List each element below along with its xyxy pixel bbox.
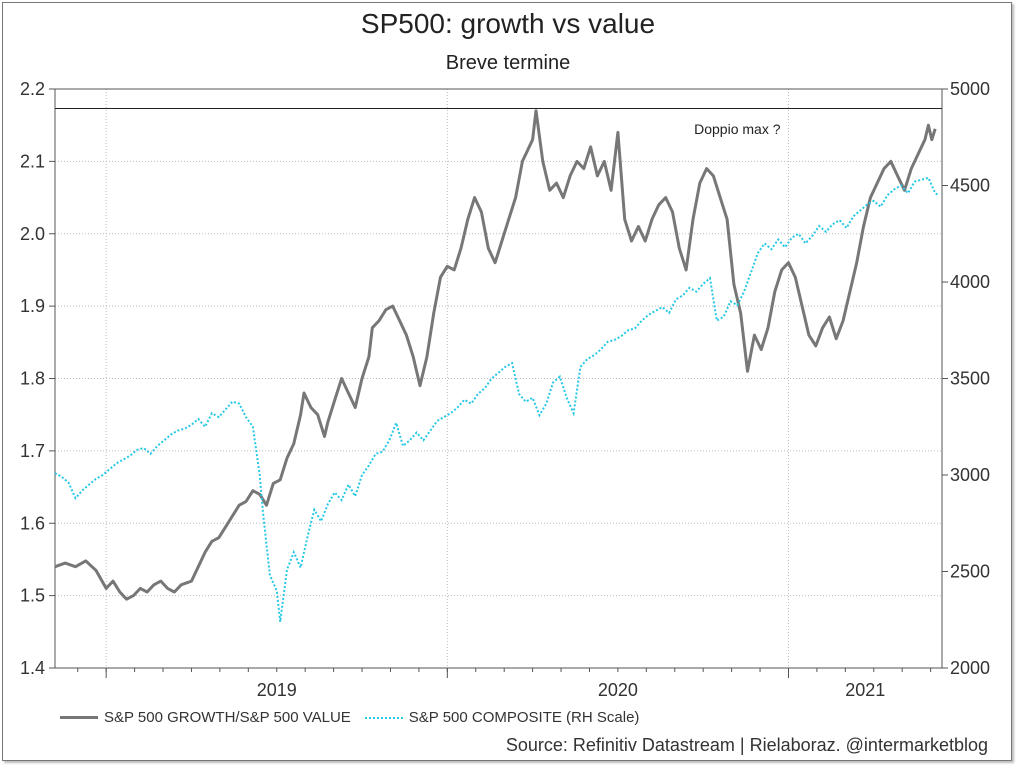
y-right-tick-label: 2500 [950, 562, 990, 582]
chart-subtitle: Breve termine [445, 52, 571, 74]
y-left-tick-label: 1.4 [20, 658, 45, 678]
legend-label-composite: S&P 500 COMPOSITE (RH Scale) [408, 709, 640, 726]
x-tick-label: 2021 [845, 680, 885, 700]
y-right-tick-label: 3000 [950, 465, 990, 485]
series-line-growth-value-ratio [54, 109, 937, 601]
legend-label-ratio: S&P 500 GROWTH/S&P 500 VALUE [104, 709, 351, 726]
plot-area-border [54, 88, 943, 669]
y-right-tick-label: 4500 [950, 176, 990, 196]
x-tick-label: 2019 [257, 680, 297, 700]
y-left-tick-label: 1.9 [20, 296, 45, 316]
y-right-tick-label: 5000 [950, 79, 990, 99]
y-left-tick-label: 2.0 [20, 224, 45, 244]
y-right-tick-label: 2000 [950, 658, 990, 678]
tick-labels: 1.4 1.5 1.6 1.7 1.8 1.9 2.0 2.1 2.2 2000 2500 3000 3… [20, 79, 990, 700]
legend-item-ratio: S&P 500 GROWTH/S&P 500 VALUE [60, 709, 351, 726]
y-left-tick-label: 2.1 [20, 151, 45, 171]
series-group [54, 109, 940, 622]
x-tick-label: 2020 [598, 680, 638, 700]
series-line-sp500-composite [54, 176, 940, 622]
legend-item-composite: S&P 500 COMPOSITE (RH Scale) [364, 709, 640, 726]
chart-title: SP500: growth vs value [360, 8, 656, 39]
legend-swatch-composite [364, 716, 403, 719]
y-left-tick-label: 2.2 [20, 79, 45, 99]
legend: S&P 500 GROWTH/S&P 500 VALUE S&P 500 COM… [60, 709, 653, 726]
axes [49, 88, 948, 678]
y-left-tick-label: 1.6 [20, 513, 45, 533]
annotation-text: Doppio max ? [694, 121, 781, 137]
y-left-tick-label: 1.5 [20, 586, 45, 606]
legend-swatch-ratio [60, 716, 98, 719]
y-left-tick-label: 1.7 [20, 441, 45, 461]
annotations: Doppio max ? [694, 121, 781, 137]
y-right-tick-label: 3500 [950, 369, 990, 389]
y-right-tick-label: 4000 [950, 272, 990, 292]
source-note: Source: Refinitiv Datastream | Rielabora… [505, 735, 988, 755]
y-left-tick-label: 1.8 [20, 369, 45, 389]
